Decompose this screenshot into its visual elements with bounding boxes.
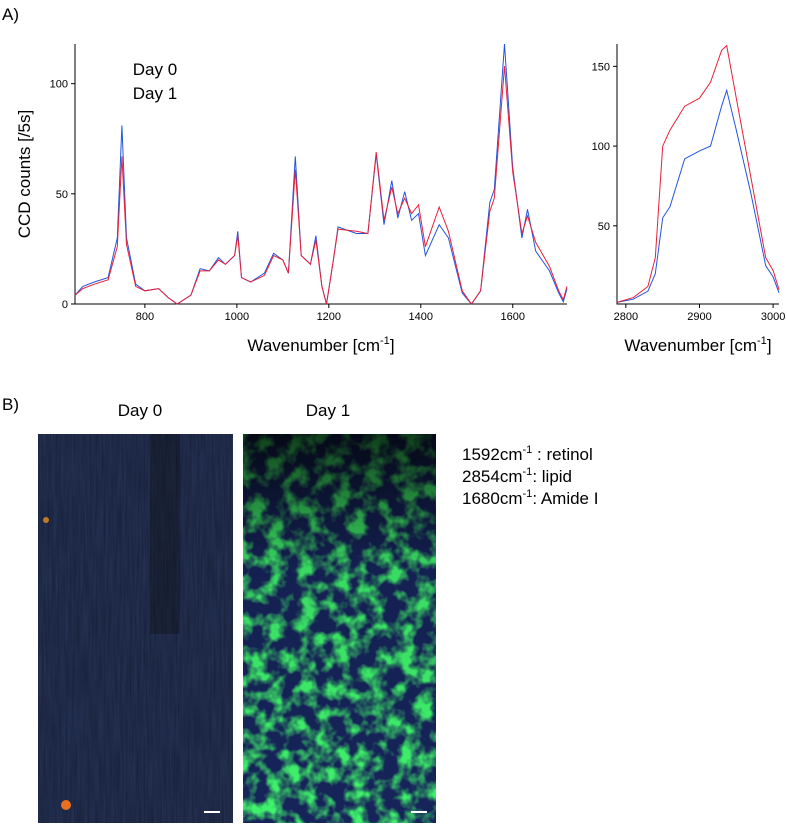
- image-title: Day 0: [118, 401, 162, 420]
- image-tint: [38, 434, 233, 823]
- label: Wavenumber [cm-1]: [247, 335, 394, 355]
- legend-entry: Day 1: [133, 84, 177, 103]
- x-tick-label: 1400: [409, 311, 433, 323]
- label-text: : Amide I: [532, 489, 598, 508]
- channel-legend: 2854cm-1: lipid: [462, 466, 572, 486]
- image-title: Day 1: [306, 401, 350, 420]
- image-shadow: [150, 434, 180, 634]
- panel-label: A): [2, 5, 19, 24]
- axis-line: [616, 44, 779, 305]
- image-day0: [38, 434, 233, 823]
- label-text: : lipid: [532, 467, 572, 486]
- axis-line: [74, 44, 567, 305]
- label-text: ]: [390, 336, 395, 355]
- label-sup: -1: [522, 466, 532, 478]
- x-tick-label: 3000: [761, 311, 785, 323]
- series-line: [616, 88, 780, 303]
- y-tick-label: 50: [598, 221, 610, 233]
- channel-legend: 1592cm-1 : retinol: [462, 444, 593, 464]
- label-text: 2854cm: [462, 467, 522, 486]
- y-axis-label: CCD counts [/5s]: [15, 110, 34, 239]
- label-text: ]: [767, 336, 772, 355]
- y-tick-label: 150: [592, 61, 610, 73]
- image-texture: [38, 434, 233, 823]
- label-text: : retinol: [532, 445, 592, 464]
- label-sup: -1: [522, 444, 532, 456]
- label-sup: -1: [757, 335, 767, 347]
- label-sup: -1: [522, 488, 532, 500]
- y-tick-label: 100: [50, 79, 68, 91]
- x-tick-label: 1600: [500, 311, 524, 323]
- y-tick-label: 50: [56, 189, 68, 201]
- x-tick-label: 2800: [614, 311, 638, 323]
- x-tick-label: 1200: [317, 311, 341, 323]
- label-text: 1680cm: [462, 489, 522, 508]
- image-spot: [43, 517, 49, 523]
- label-sup: -1: [380, 335, 390, 347]
- legend-entry: Day 0: [133, 60, 177, 79]
- x-tick-label: 800: [136, 311, 154, 323]
- label-text: 1592cm: [462, 445, 522, 464]
- y-tick-label: 100: [592, 141, 610, 153]
- label: Wavenumber [cm-1]: [624, 335, 771, 355]
- y-tick-label: 0: [62, 299, 68, 311]
- label-text: Wavenumber [cm: [624, 336, 757, 355]
- image-day1: [243, 434, 436, 823]
- x-tick-label: 1000: [225, 311, 249, 323]
- channel-legend: 1680cm-1: Amide I: [462, 488, 598, 508]
- image-fade: [243, 434, 436, 823]
- series-line: [616, 44, 780, 303]
- series-line: [74, 43, 568, 305]
- image-spot: [61, 800, 71, 810]
- label-text: Wavenumber [cm: [247, 336, 380, 355]
- series-line: [74, 65, 568, 305]
- x-tick-label: 2900: [687, 311, 711, 323]
- panel-label: B): [2, 395, 19, 414]
